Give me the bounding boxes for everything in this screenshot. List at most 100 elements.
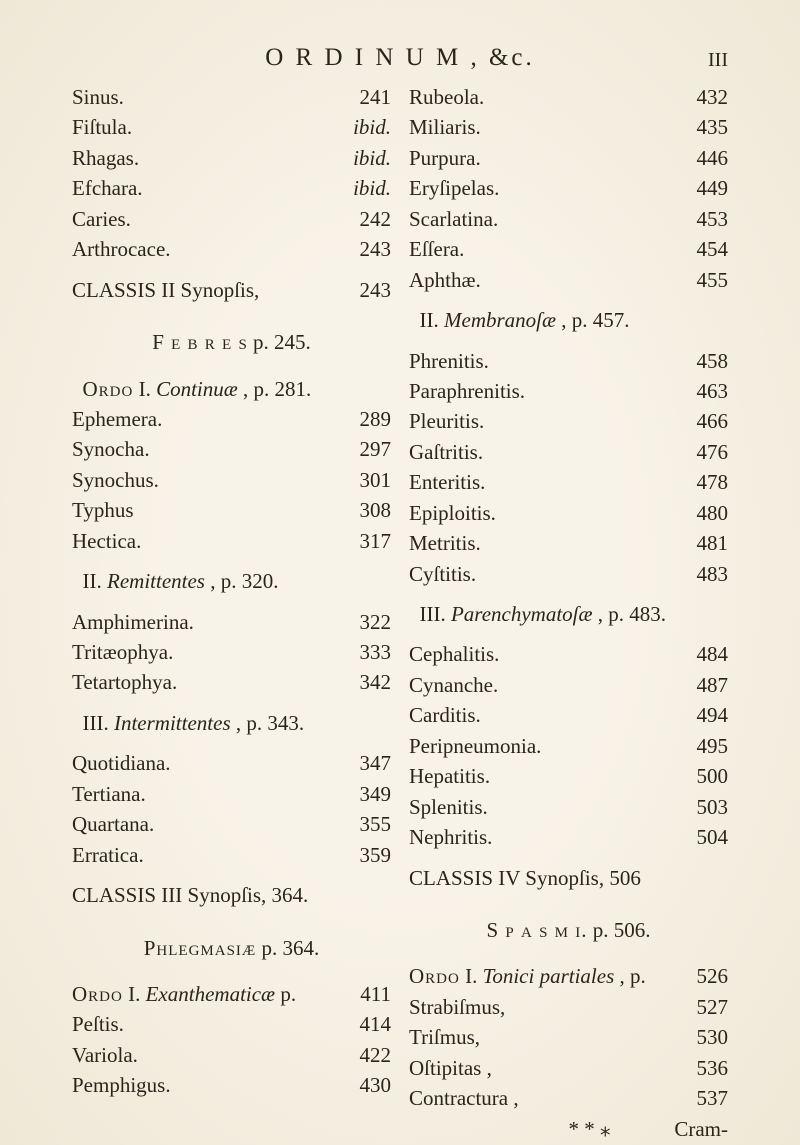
index-page: 494 [697, 700, 729, 730]
index-row: Fiſtula.ibid. [72, 112, 391, 142]
spacer [72, 870, 391, 880]
index-page: 463 [697, 376, 729, 406]
index-term: Rubeola. [409, 82, 484, 112]
signature-mark: * * ⁎ [505, 1114, 675, 1144]
catchword: Cram- [674, 1114, 728, 1144]
index-page: 458 [697, 346, 729, 376]
index-page: 446 [697, 143, 729, 173]
index-row: Peripneumonia. 495 [409, 731, 728, 761]
index-page: 241 [360, 82, 392, 112]
spacer [409, 893, 728, 903]
index-page: 414 [360, 1009, 392, 1039]
index-page: 359 [360, 840, 392, 870]
index-page: 243 [360, 275, 392, 305]
index-term: Quotidiana. [72, 748, 171, 778]
index-term: Gaſtritis. [409, 437, 483, 467]
spacer [72, 556, 391, 566]
index-row: Pleuritis.466 [409, 406, 728, 436]
index-page: 435 [697, 112, 729, 142]
index-row: Gaſtritis. 476 [409, 437, 728, 467]
index-term: Hepatitis. [409, 761, 490, 791]
index-row: Triſmus,530 [409, 1022, 728, 1052]
index-term: Eſſera. [409, 234, 464, 264]
index-page: 301 [360, 465, 392, 495]
index-page: 411 [360, 979, 391, 1009]
index-page: 289 [360, 404, 392, 434]
index-term: Fiſtula. [72, 112, 132, 142]
index-term: Splenitis. [409, 792, 488, 822]
index-page: 333 [360, 637, 392, 667]
index-row: Variola.422 [72, 1040, 391, 1070]
index-term: Peripneumonia. [409, 731, 541, 761]
spacer [72, 305, 391, 315]
index-term: Tetartophya. [72, 667, 177, 697]
index-row: Ordo I. Exanthematicæ p. 411 [72, 979, 391, 1009]
index-page: 297 [360, 434, 392, 464]
index-term: Typhus [72, 495, 134, 525]
index-row: Carditis.494 [409, 700, 728, 730]
index-term: Cephalitis. [409, 639, 499, 669]
index-row: Contractura ,537 [409, 1083, 728, 1113]
index-term: Pemphigus. [72, 1070, 171, 1100]
index-page: 503 [697, 792, 729, 822]
index-row: Tetartophya. 342 [72, 667, 391, 697]
index-term: Synochus. [72, 465, 159, 495]
index-row: Cynanche.487 [409, 670, 728, 700]
index-page: 422 [360, 1040, 392, 1070]
index-page: 432 [697, 82, 729, 112]
index-row: Phrenitis. 458 [409, 346, 728, 376]
footer-row: * * ⁎Cram- [409, 1114, 728, 1144]
spacer [72, 738, 391, 748]
index-row: Eſſera.454 [409, 234, 728, 264]
index-page: 317 [360, 526, 392, 556]
index-row: Oſtipitas ,536 [409, 1053, 728, 1083]
column-left: Sinus.241Fiſtula.ibid.Rhagas.ibid.Efchar… [72, 82, 391, 1144]
index-page: 500 [697, 761, 729, 791]
spacer [72, 265, 391, 275]
index-term: Efchara. [72, 173, 143, 203]
index-page: 242 [360, 204, 392, 234]
index-term: Aphthæ. [409, 265, 481, 295]
index-term: Phrenitis. [409, 346, 489, 376]
section-line: CLASSIS IV Synopſis, 506 [409, 863, 728, 893]
index-term: Tertiana. [72, 779, 146, 809]
spacer [72, 364, 391, 374]
index-page: 476 [697, 437, 729, 467]
spacer [409, 336, 728, 346]
index-row: Hepatitis. 500 [409, 761, 728, 791]
index-row: Paraphrenitis.463 [409, 376, 728, 406]
section-line: III. Parenchymatoſæ , p. 483. [409, 599, 728, 629]
index-page: 484 [697, 639, 729, 669]
index-term: Metritis. [409, 528, 481, 558]
index-row: Peſtis.414 [72, 1009, 391, 1039]
index-row: Splenitis. 503 [409, 792, 728, 822]
spacer [409, 853, 728, 863]
index-term: Ordo I. Exanthematicæ p. [72, 979, 296, 1009]
index-row: Typhus308 [72, 495, 391, 525]
index-row: CLASSIS II Synopſis,243 [72, 275, 391, 305]
index-page: 455 [697, 265, 729, 295]
index-row: Rubeola. 432 [409, 82, 728, 112]
spacer [409, 589, 728, 599]
section-line: III. Intermittentes , p. 343. [72, 708, 391, 738]
index-term: Oſtipitas , [409, 1053, 492, 1083]
index-page: ibid. [353, 143, 391, 173]
index-row: Synocha. 297 [72, 434, 391, 464]
section-line: II. Remittentes , p. 320. [72, 566, 391, 596]
index-page: 243 [360, 234, 392, 264]
index-row: Efchara.ibid. [72, 173, 391, 203]
index-page: 342 [360, 667, 392, 697]
index-page: 504 [697, 822, 729, 852]
column-right: Rubeola.432Miliaris.435Purpura.446Eryſip… [409, 82, 728, 1144]
index-term: Synocha. [72, 434, 150, 464]
index-page: 495 [697, 731, 729, 761]
index-row: Rhagas.ibid. [72, 143, 391, 173]
index-term: Enteritis. [409, 467, 485, 497]
index-row: Tertiana. 349 [72, 779, 391, 809]
index-page: 349 [360, 779, 392, 809]
section-line: CLASSIS III Synopſis, 364. [72, 880, 391, 910]
index-page: 530 [697, 1022, 729, 1052]
index-term: Erratica. [72, 840, 144, 870]
index-row: Quotidiana.347 [72, 748, 391, 778]
index-row: Caries.242 [72, 204, 391, 234]
